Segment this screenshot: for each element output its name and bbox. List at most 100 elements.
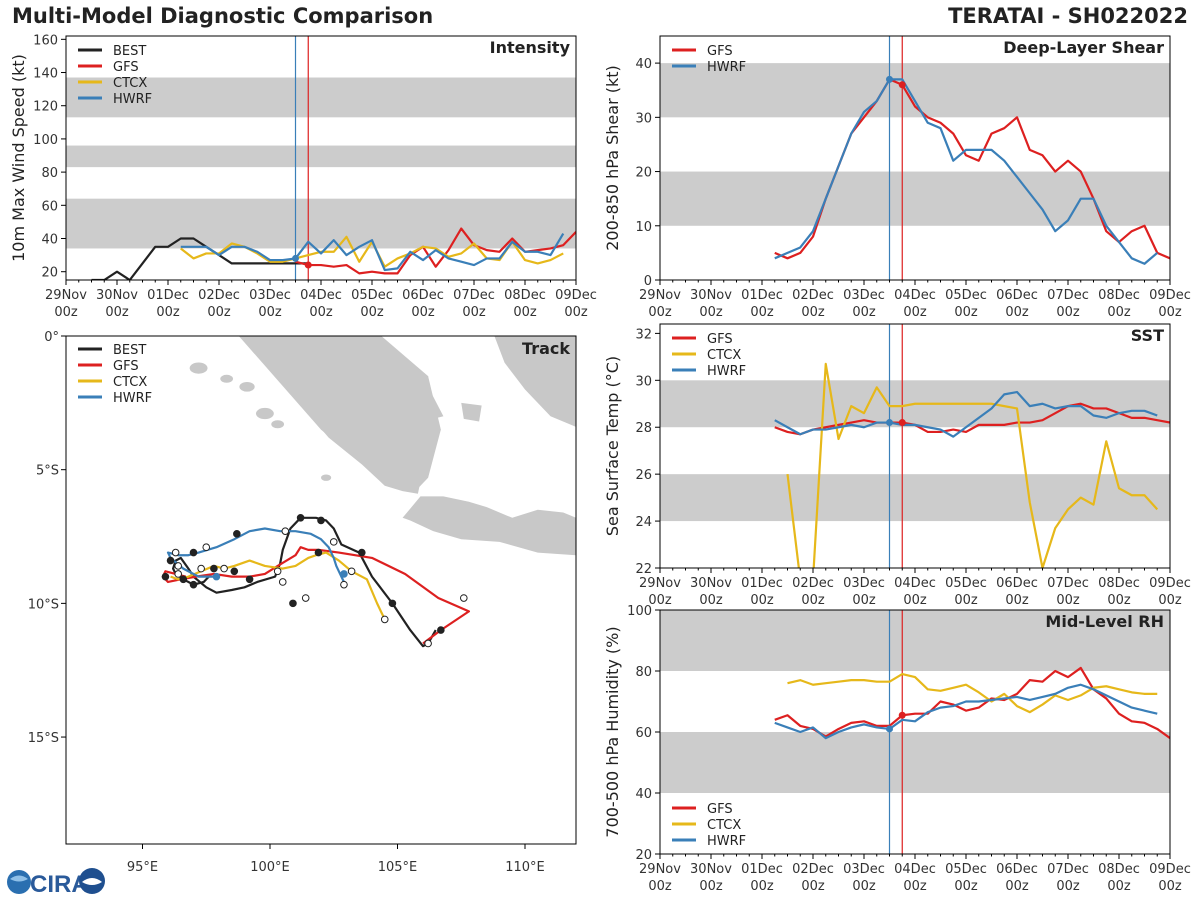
- x-tick-label: 04Dec: [894, 862, 936, 877]
- y-axis-label: 700-500 hPa Humidity (%): [603, 626, 622, 837]
- legend-label-ctcx: CTCX: [707, 348, 741, 363]
- logo-seal-wave: [82, 878, 102, 885]
- x-tick-label: 00z: [852, 879, 876, 894]
- y-tick-label: 5°S: [36, 464, 59, 479]
- x-tick-label: 00z: [903, 879, 927, 894]
- track-marker: [245, 575, 254, 584]
- y-axis-label: Sea Surface Temp (°C): [603, 356, 622, 536]
- track-marker: [166, 556, 175, 565]
- x-tick-label: 00z: [954, 305, 978, 320]
- x-tick-label: 00z: [750, 593, 774, 608]
- legend-label-best: BEST: [113, 343, 146, 358]
- land-bangka: [402, 378, 444, 422]
- land-islet: [239, 381, 255, 392]
- x-tick-label: 05Dec: [945, 862, 987, 877]
- x-tick-label: 00z: [1056, 305, 1080, 320]
- track-marker: [161, 572, 170, 581]
- x-tick-label: 03Dec: [249, 288, 291, 303]
- y-tick-label: 160: [33, 33, 58, 48]
- track-marker: [388, 599, 397, 608]
- logo-globe: [7, 870, 31, 894]
- land-mass: [189, 336, 576, 556]
- y-tick-label: 15°S: [28, 731, 59, 746]
- x-tick-label: 00z: [648, 593, 672, 608]
- x-tick-label: 04Dec: [300, 288, 342, 303]
- x-tick-label: 00z: [852, 305, 876, 320]
- x-tick-label: 00z: [1005, 879, 1029, 894]
- x-tick-label: 00z: [1107, 879, 1131, 894]
- axes-frame: [65, 335, 577, 845]
- x-tick-label: 05Dec: [945, 576, 987, 591]
- track-marker: [347, 567, 356, 576]
- panel-track: 95°E 100°E 105°E 110°E 0° 5°S 10°S 15°S Track BES…: [28, 330, 577, 875]
- x-tick-label: 00z: [699, 305, 723, 320]
- x-tick-label: 00z: [903, 305, 927, 320]
- x-tick-label: 95°E: [127, 860, 158, 875]
- x-tick-label: 00z: [903, 593, 927, 608]
- x-tick-label: 09Dec: [1149, 576, 1191, 591]
- series-line-hwrf: [774, 683, 1158, 740]
- x-tick-label: 00z: [1158, 593, 1182, 608]
- init-marker-gfs: [304, 261, 312, 269]
- x-tick-label: 30Nov: [96, 288, 138, 303]
- track-marker: [179, 575, 188, 584]
- series-line-ctcx: [786, 362, 1159, 568]
- y-tick-label: 10: [635, 220, 652, 235]
- track-marker: [210, 564, 218, 573]
- land-sumatra-east: [238, 336, 441, 492]
- x-tick-label: 30Nov: [690, 862, 732, 877]
- x-tick-label: 08Dec: [1098, 576, 1140, 591]
- x-tick-label: 00z: [1107, 305, 1131, 320]
- shaded-band: [660, 63, 1170, 118]
- x-tick-label: 03Dec: [843, 288, 885, 303]
- shaded-band: [660, 610, 1170, 671]
- page-title: Multi-Model Diagnostic Comparison: [12, 4, 434, 28]
- track-marker: [233, 530, 241, 538]
- track-marker: [230, 567, 239, 576]
- x-tick-label: 00z: [699, 593, 723, 608]
- legend-label-best: BEST: [113, 44, 146, 59]
- y-tick-label: 80: [41, 166, 58, 181]
- x-tick-label: 00z: [648, 879, 672, 894]
- legend-label-ctcx: CTCX: [707, 818, 741, 833]
- legend-label-gfs: GFS: [707, 44, 733, 59]
- panel-rh: 29Nov 00z 30Nov 00z 01Dec 00z 02Dec 00z 03Dec 00z…: [603, 604, 1191, 894]
- land-borneo: [494, 336, 576, 427]
- track-marker: [380, 615, 389, 624]
- x-tick-label: 05Dec: [351, 288, 393, 303]
- shaded-band: [660, 474, 1170, 522]
- cira-logo: CIRA: [4, 864, 112, 898]
- x-tick-label: 09Dec: [555, 288, 597, 303]
- track-marker: [212, 572, 221, 581]
- init-marker-hwrf: [886, 419, 893, 427]
- track-marker: [358, 548, 366, 557]
- x-tick-label: 00z: [954, 879, 978, 894]
- x-tick-label: 05Dec: [945, 288, 987, 303]
- init-marker-hwrf: [292, 254, 299, 262]
- track-marker: [171, 548, 180, 557]
- shaded-band: [66, 145, 576, 168]
- y-tick-label: 32: [635, 327, 652, 342]
- y-tick-label: 30: [635, 111, 652, 126]
- y-tick-label: 20: [635, 848, 652, 863]
- x-tick-label: 29Nov: [639, 288, 681, 303]
- x-tick-label: 02Dec: [792, 288, 834, 303]
- y-tick-label: 30: [635, 374, 652, 389]
- logo-globe-band: [10, 875, 28, 882]
- legend-label-ctcx: CTCX: [113, 76, 147, 91]
- shaded-band: [66, 198, 576, 249]
- land-islet: [271, 420, 285, 429]
- track-marker: [278, 578, 287, 586]
- x-tick-label: 00z: [513, 305, 537, 320]
- land-belitung: [461, 402, 482, 422]
- x-tick-label: 06Dec: [996, 288, 1038, 303]
- track-marker: [329, 538, 338, 546]
- x-tick-label: 01Dec: [741, 576, 783, 591]
- series-line-hwrf: [774, 390, 1158, 438]
- x-tick-label: 00z: [750, 879, 774, 894]
